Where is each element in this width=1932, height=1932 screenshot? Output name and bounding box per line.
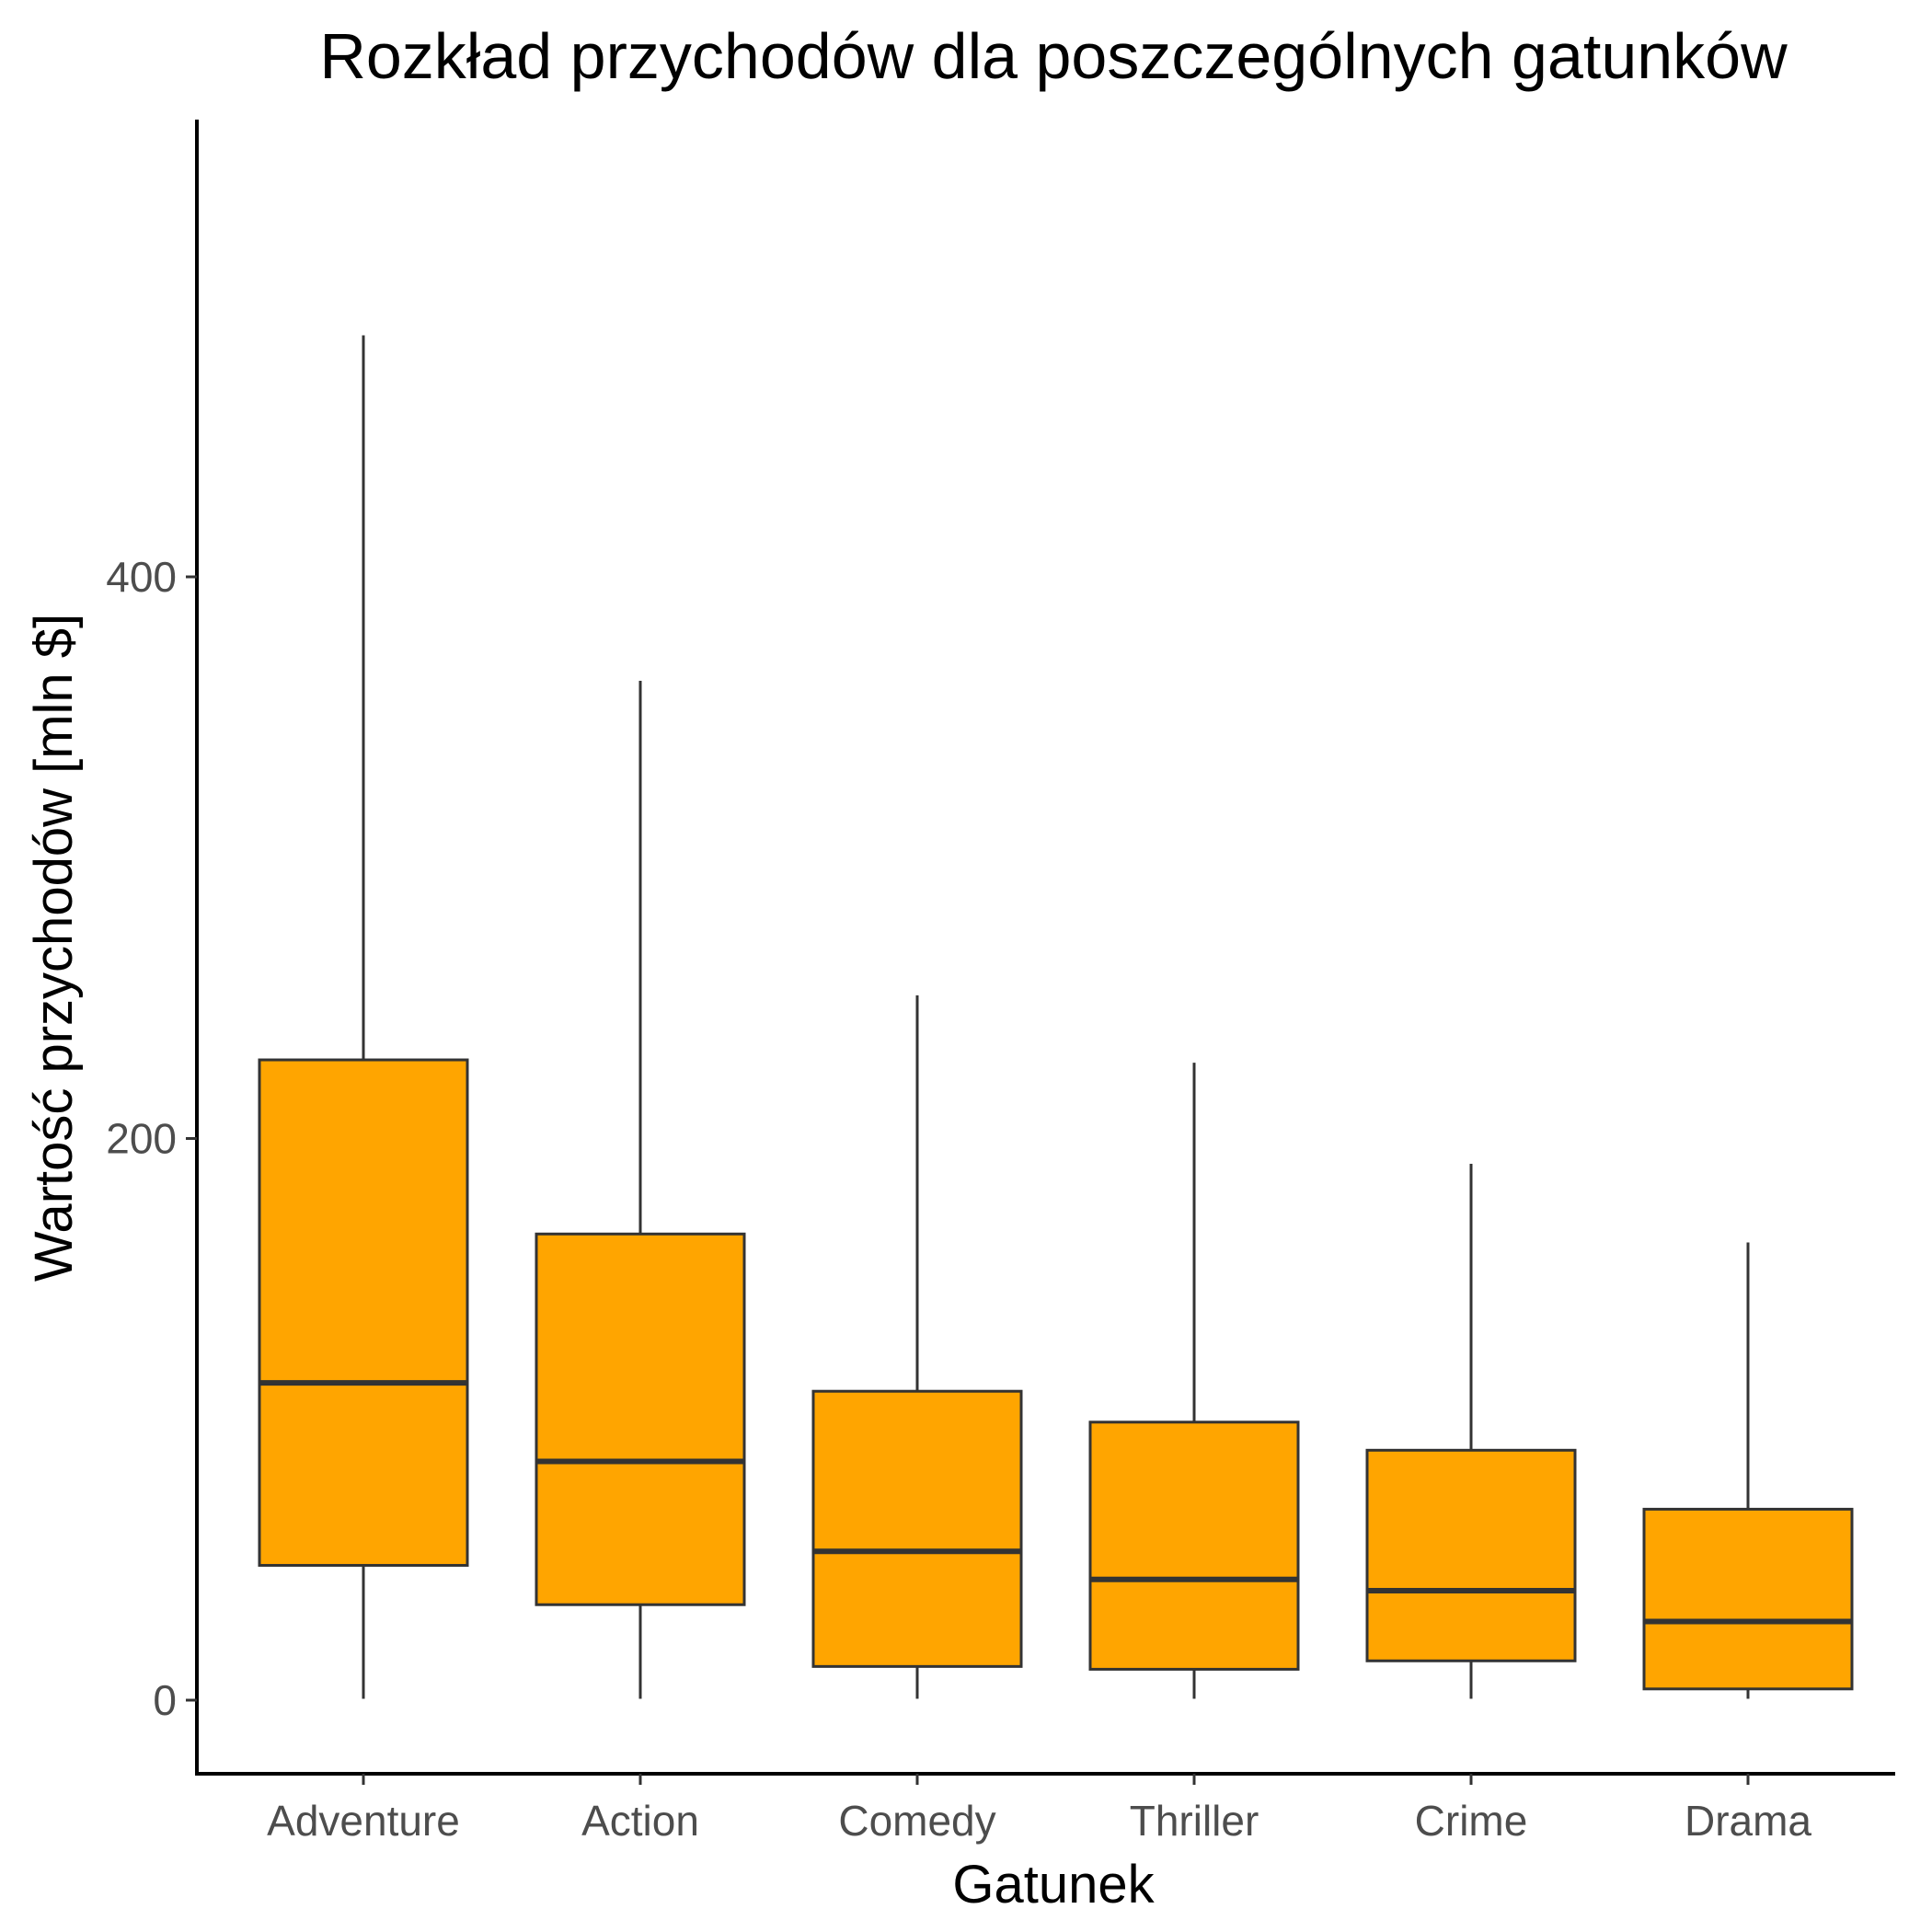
y-tick-label-200: 200 [106,1115,177,1163]
box-drama [1642,1507,1854,1691]
box-thriller [1088,1420,1300,1671]
box-adventure [258,1058,469,1567]
box-group-drama [1642,1242,1854,1699]
box-action [535,1232,746,1606]
box-group-thriller [1088,1063,1300,1699]
plot-area [258,335,1854,1699]
box-group-comedy [811,995,1023,1699]
box-comedy [811,1389,1023,1668]
x-tick-label-crime: Crime [1415,1797,1528,1845]
y-axis-ticks: 0 200 400 [106,553,197,1724]
x-axis-title: Gatunek [952,1855,1155,1915]
x-tick-label-comedy: Comedy [838,1797,995,1845]
box-group-action [535,680,746,1699]
y-tick-label-400: 400 [106,553,177,601]
box-group-adventure [258,335,469,1699]
x-tick-label-drama: Drama [1685,1797,1811,1845]
x-tick-label-action: Action [581,1797,699,1845]
x-tick-label-thriller: Thriller [1130,1797,1259,1845]
box-group-crime [1365,1163,1577,1699]
y-axis-title: Wartość przychodów [mln $] [24,614,84,1282]
x-tick-label-adventure: Adventure [267,1797,460,1845]
chart-title: Rozkład przychodów dla poszczególnych ga… [319,20,1788,92]
y-tick-label-0: 0 [153,1676,177,1724]
x-axis-ticks: Adventure Action Comedy Thriller Crime Drama [267,1774,1811,1845]
box-crime [1365,1448,1577,1662]
